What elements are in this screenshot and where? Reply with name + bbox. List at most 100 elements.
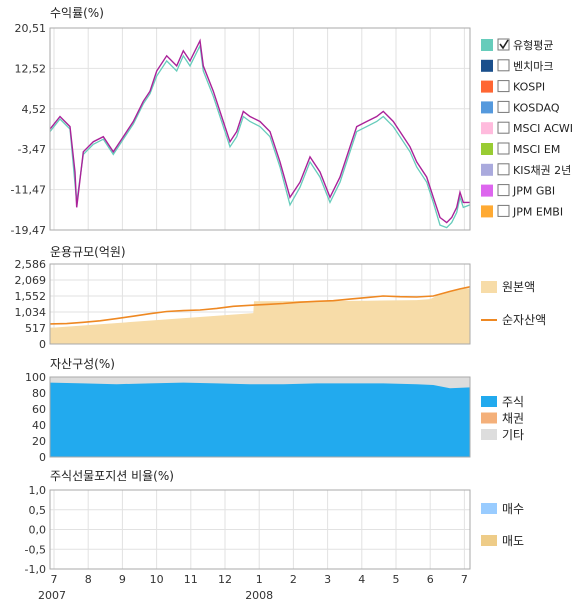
- legend-label: KOSPI: [513, 81, 545, 94]
- y-tick-label: 0,5: [29, 504, 47, 517]
- y-tick-label: 0,0: [29, 524, 47, 537]
- legend-swatch: [481, 412, 497, 424]
- y-tick-label: 100: [25, 371, 46, 384]
- checkbox-unchecked: [497, 184, 510, 197]
- x-tick-label: 9: [119, 573, 126, 586]
- x-tick-label: 7: [461, 573, 468, 586]
- legend-swatch: [481, 535, 497, 546]
- checkbox-unchecked: [497, 121, 510, 134]
- x-year-label: 2007: [38, 589, 66, 602]
- aum-panel: 2,586 2,069 1,552 1,034 517 0: [15, 258, 471, 351]
- legend-swatch: [481, 184, 493, 197]
- y-tick-label: 12,52: [15, 62, 47, 75]
- legend-label: KIS채권 2년: [513, 164, 571, 177]
- y-tick-label: 4,52: [22, 103, 47, 116]
- legend-label: 순자산액: [502, 313, 546, 327]
- plot-frame: [49, 489, 471, 570]
- checkbox-unchecked: [497, 142, 510, 155]
- legend-swatch: [481, 281, 497, 293]
- y-tick-label: -11,47: [11, 184, 46, 197]
- y-tick-label: 20: [32, 435, 46, 448]
- legend-label: 유형평균: [513, 39, 553, 52]
- y-tick-label: 20,51: [15, 22, 47, 35]
- legend-label: 주식: [502, 395, 524, 409]
- y-tick-label: 0: [39, 338, 46, 351]
- y-tick-label: 60: [32, 403, 46, 416]
- y-tick-label: 1,034: [15, 306, 47, 319]
- legend-swatch: [481, 396, 497, 407]
- checkbox-unchecked: [497, 163, 510, 176]
- legend-label: MSCI EM: [513, 143, 560, 156]
- legend-label: MSCI ACWI: [513, 122, 573, 135]
- legend-label: 매도: [502, 534, 524, 548]
- legend-label: 원본액: [502, 280, 535, 294]
- x-tick-label: 3: [324, 573, 331, 586]
- legend-swatch: [481, 429, 497, 440]
- legend-swatch: [481, 80, 493, 93]
- legend-swatch: [481, 39, 493, 51]
- aum-panel-title: 운용규모(억원): [50, 245, 126, 259]
- x-tick-label: 4: [358, 573, 365, 586]
- series-line-type-average: [49, 43, 471, 229]
- area-principal: [50, 288, 470, 344]
- x-tick-label: 6: [427, 573, 434, 586]
- x-tick-label: 12: [218, 573, 232, 586]
- x-tick-label: 11: [184, 573, 198, 586]
- x-tick-label: 8: [85, 573, 92, 586]
- plot-frame: [49, 376, 471, 458]
- legend-swatch: [481, 503, 497, 514]
- legend-swatch: [481, 101, 493, 114]
- area-stocks: [50, 382, 470, 457]
- returns-panel-title: 수익률(%): [50, 6, 104, 20]
- x-tick-label: 5: [393, 573, 400, 586]
- checkbox-checked: [497, 38, 510, 51]
- plot-frame: [49, 27, 471, 231]
- y-tick-label: 0: [39, 451, 46, 464]
- legend-label: JPM GBI: [512, 185, 555, 198]
- returns-panel: 20,51 12,52 4,52 -3,47 -11,47 -19,47: [11, 22, 471, 237]
- checkbox-unchecked: [497, 80, 510, 93]
- checkbox-unchecked: [497, 204, 510, 217]
- y-tick-label: -3,47: [18, 143, 46, 156]
- legend-label: 벤치마크: [513, 60, 553, 73]
- x-tick-label: 7: [51, 573, 58, 586]
- legend-swatch: [481, 205, 493, 218]
- legend-swatch: [481, 59, 493, 72]
- line-net-assets: [49, 286, 471, 325]
- y-tick-label: -19,47: [11, 224, 46, 237]
- series-line-fund: [49, 38, 470, 224]
- futures-position-panel: 1,0 0,5 0,0 -0,5 -1,0: [25, 484, 471, 576]
- x-tick-label: 1: [256, 573, 263, 586]
- y-tick-label: 1,552: [15, 290, 47, 303]
- legend-label: KOSDAQ: [513, 101, 560, 114]
- y-tick-label: 40: [32, 419, 46, 432]
- checkbox-unchecked: [497, 59, 510, 72]
- checkbox-unchecked: [497, 100, 510, 113]
- plot-frame: [49, 263, 471, 345]
- legend-swatch: [481, 122, 493, 135]
- y-tick-label: 517: [25, 322, 46, 335]
- y-tick-label: 80: [32, 387, 46, 400]
- y-tick-label: -0,5: [25, 543, 46, 556]
- check-icon: [499, 39, 509, 50]
- legend-label: 기타: [502, 428, 524, 442]
- y-tick-label: 2,069: [15, 274, 47, 287]
- legend-label: 채권: [502, 412, 524, 426]
- futures-panel-title: 주식선물포지션 비율(%): [50, 469, 174, 483]
- legend-label: JPM EMBI: [512, 205, 563, 218]
- x-tick-label: 10: [150, 573, 164, 586]
- x-year-label: 2008: [245, 589, 273, 602]
- y-tick-label: -1,0: [25, 563, 46, 576]
- legend-label: 매수: [502, 502, 524, 516]
- x-tick-label: 2: [290, 573, 297, 586]
- y-tick-label: 2,586: [15, 258, 47, 271]
- asset-composition-panel: 100 80 60 40 20 0: [25, 371, 471, 464]
- y-tick-label: 1,0: [29, 484, 47, 497]
- asset-panel-title: 자산구성(%): [50, 357, 115, 371]
